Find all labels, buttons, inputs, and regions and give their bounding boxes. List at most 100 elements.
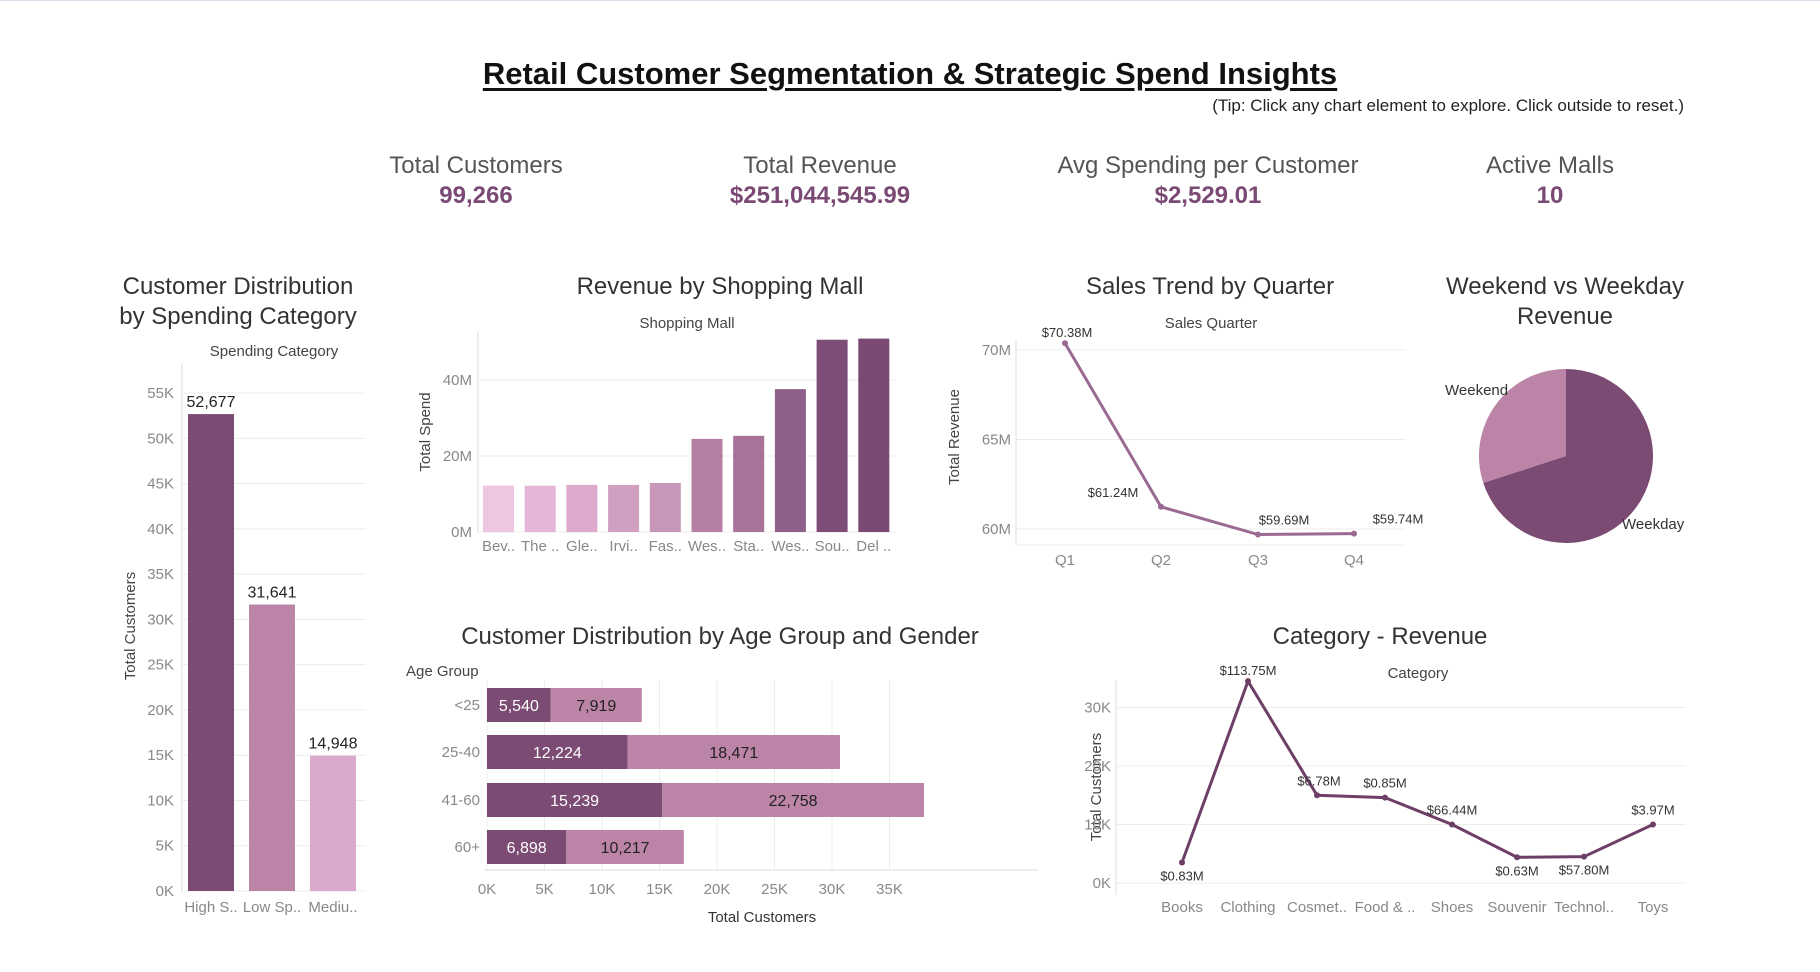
bar-segment[interactable] <box>487 783 663 817</box>
data-point[interactable] <box>1351 530 1357 537</box>
x-tick-label: Q4 <box>1344 552 1364 569</box>
x-tick-label: Souvenir <box>1487 899 1546 916</box>
y-tick-label: 65M <box>982 432 1011 449</box>
bar-segment[interactable] <box>487 735 628 769</box>
y-tick-label: 20K <box>1084 758 1111 775</box>
kpi-value: 10 <box>1536 182 1564 209</box>
x-tick-label: Q3 <box>1248 552 1268 569</box>
kpi-active-malls[interactable]: Active Malls 10 <box>1460 152 1640 210</box>
x-tick-label: High S.. <box>184 899 237 916</box>
x-tick-label: Irvi.. <box>609 538 637 555</box>
bar-mall[interactable] <box>816 339 848 532</box>
point-data-label: $70.38M <box>1042 325 1093 340</box>
x-tick-label: Mediu.. <box>308 899 357 916</box>
y-tick-label: 25K <box>147 657 174 674</box>
bar-data-label: 31,641 <box>248 585 297 602</box>
kpi-total-customers[interactable]: Total Customers 99,266 <box>366 152 586 210</box>
y-tick-label: 0K <box>156 883 174 900</box>
chart-title-agegender: Customer Distribution by Age Group and G… <box>461 623 979 650</box>
x-tick-label: Wes.. <box>771 538 809 555</box>
x-tick-label: Food & .. <box>1355 899 1416 916</box>
axis-header: Category <box>1388 665 1449 682</box>
x-axis-label: Total Customers <box>708 909 816 926</box>
x-tick-label: Q1 <box>1055 552 1075 569</box>
bar-segment[interactable] <box>627 735 840 769</box>
data-point[interactable] <box>1255 531 1261 538</box>
data-point[interactable] <box>1449 821 1455 828</box>
data-point[interactable] <box>1581 853 1587 860</box>
x-tick-label: 20K <box>704 881 731 898</box>
bar-mall[interactable] <box>733 435 765 532</box>
y-tick-label: 15K <box>147 747 174 764</box>
bar-segment[interactable] <box>662 783 924 817</box>
x-tick-label: 0K <box>478 881 496 898</box>
x-tick-label: Gle.. <box>566 538 598 555</box>
x-tick-label: Fas.. <box>649 538 682 555</box>
point-data-label: $57.80M <box>1559 863 1610 878</box>
data-point[interactable] <box>1062 340 1068 347</box>
point-data-label: $3.97M <box>1631 803 1674 818</box>
kpi-value: 99,266 <box>439 182 513 209</box>
data-point[interactable] <box>1179 859 1185 866</box>
pie-slice-weekday[interactable] <box>1483 369 1653 543</box>
pie-label: Weekend <box>1445 382 1508 399</box>
bar-segment[interactable] <box>487 688 551 722</box>
bar-lowsp[interactable] <box>249 604 295 891</box>
y-tick-label: 25-40 <box>442 744 480 761</box>
bar-mall[interactable] <box>608 484 640 532</box>
y-tick-label: 20K <box>147 702 174 719</box>
pie-slice-weekend[interactable] <box>1478 369 1566 483</box>
bar-mall[interactable] <box>649 482 681 532</box>
x-tick-label: Clothing <box>1220 899 1275 916</box>
point-data-label: $59.74M <box>1373 512 1424 527</box>
bar-segment[interactable] <box>487 830 567 864</box>
bar-mall[interactable] <box>524 485 556 532</box>
data-point[interactable] <box>1382 794 1388 801</box>
x-tick-label: 5K <box>535 881 553 898</box>
data-point[interactable] <box>1245 678 1251 685</box>
bar-mall[interactable] <box>858 338 890 532</box>
x-tick-label: Del .. <box>856 538 891 555</box>
dashboard-title: Retail Customer Segmentation & Strategic… <box>482 56 1338 91</box>
trend-line[interactable] <box>1063 342 1355 537</box>
chart-title-mall: Revenue by Shopping Mall <box>576 273 864 300</box>
bar-segment[interactable] <box>566 830 684 864</box>
bar-mall[interactable] <box>566 484 598 532</box>
y-tick-label: 70M <box>982 342 1011 359</box>
bar-segment[interactable] <box>550 688 642 722</box>
point-data-label: $59.69M <box>1259 513 1310 528</box>
y-tick-label: 60M <box>982 521 1011 538</box>
bar-mall[interactable] <box>483 485 514 532</box>
kpi-total-revenue[interactable]: Total Revenue $251,044,545.99 <box>680 152 960 210</box>
y-tick-label: 5K <box>156 838 174 855</box>
kpi-value: $251,044,545.99 <box>729 182 911 209</box>
point-data-label: $61.24M <box>1088 485 1139 500</box>
y-tick-label: 40M <box>443 372 472 389</box>
bar-mediu[interactable] <box>310 755 356 891</box>
data-point[interactable] <box>1314 792 1320 799</box>
data-point[interactable] <box>1514 854 1520 861</box>
top-border <box>0 0 1820 1</box>
data-point[interactable] <box>1650 821 1656 828</box>
chart-title-quarter: Sales Trend by Quarter <box>1085 273 1335 300</box>
category-line[interactable] <box>1180 677 1654 864</box>
y-tick-label: 30K <box>1084 700 1111 717</box>
bar-mall[interactable] <box>774 389 806 532</box>
y-tick-label: 50K <box>147 430 174 447</box>
bar-data-label: 18,471 <box>709 745 758 762</box>
y-tick-label: 10K <box>1084 817 1111 834</box>
x-tick-label: Bev.. <box>482 538 515 555</box>
x-tick-label: 35K <box>876 881 903 898</box>
bar-mall[interactable] <box>691 438 723 532</box>
bar-highs[interactable] <box>188 414 234 891</box>
kpi-value: $2,529.01 <box>1154 182 1262 209</box>
x-tick-label: 30K <box>819 881 846 898</box>
bar-data-label: 12,224 <box>533 745 582 762</box>
bar-data-label: 14,948 <box>309 736 358 753</box>
y-tick-label: 60+ <box>455 839 481 856</box>
data-point[interactable] <box>1158 503 1164 510</box>
kpi-label: Active Malls <box>1485 152 1615 179</box>
kpi-avg-spending[interactable]: Avg Spending per Customer $2,529.01 <box>1040 152 1376 210</box>
y-tick-label: 45K <box>147 476 174 493</box>
